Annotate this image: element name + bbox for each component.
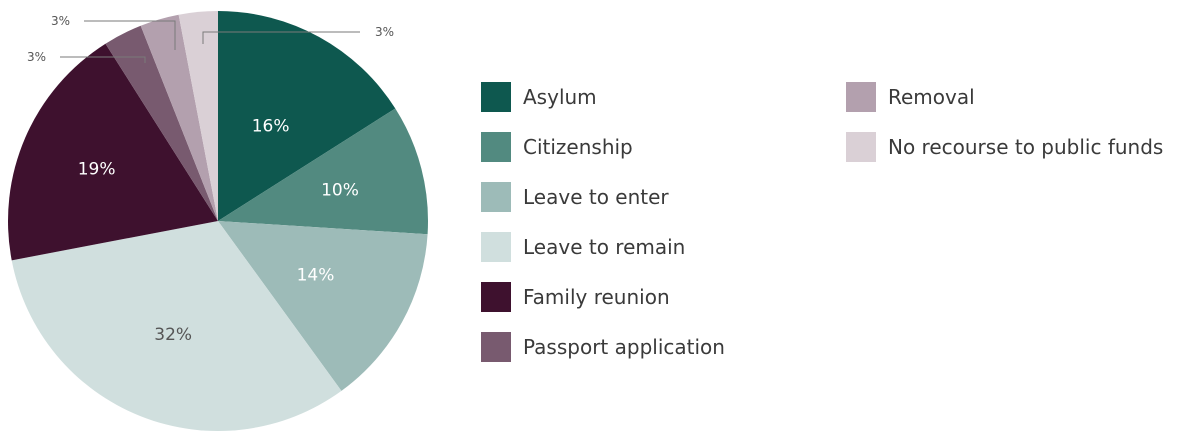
legend-item-family-reunion: Family reunion xyxy=(481,282,670,312)
callout-line-no-recourse-to-public-funds xyxy=(202,31,360,44)
slice-label-leave-to-remain: 32% xyxy=(154,325,192,345)
legend-item-asylum: Asylum xyxy=(481,82,597,112)
legend-item-passport-application: Passport application xyxy=(481,332,725,362)
slice-label-citizenship: 10% xyxy=(321,181,359,201)
legend-item-citizenship: Citizenship xyxy=(481,132,633,162)
legend-label: Passport application xyxy=(523,335,725,359)
legend-swatch xyxy=(846,132,876,162)
pie-slice-removal xyxy=(140,14,218,221)
legend-label: Asylum xyxy=(523,85,597,109)
legend-label: No recourse to public funds xyxy=(888,135,1163,159)
legend-label: Leave to enter xyxy=(523,185,669,209)
legend-label: Leave to remain xyxy=(523,235,685,259)
legend-swatch xyxy=(481,182,511,212)
pie-slice-asylum xyxy=(218,11,396,221)
pie-slice-no-recourse-to-public-funds xyxy=(178,11,218,221)
legend-swatch xyxy=(481,332,511,362)
legend-swatch xyxy=(846,82,876,112)
legend-item-leave-to-remain: Leave to remain xyxy=(481,232,685,262)
slice-label-passport-application: 3% xyxy=(27,50,46,64)
pie-slice-leave-to-remain xyxy=(11,221,342,431)
legend-label: Removal xyxy=(888,85,975,109)
legend-swatch xyxy=(481,82,511,112)
callout-line-passport-application xyxy=(60,56,146,63)
pie-slices xyxy=(8,11,429,431)
slice-labels: 16% 10% 14% 32% 19% xyxy=(78,116,359,345)
legend-item-leave-to-enter: Leave to enter xyxy=(481,182,669,212)
slice-label-asylum: 16% xyxy=(252,116,290,136)
legend: Asylum Citizenship Leave to enter Leave to … xyxy=(481,82,1163,362)
pie-slice-citizenship xyxy=(218,108,429,235)
callout-leaders: 3% 3% 3% xyxy=(27,14,394,64)
pie-slice-leave-to-enter xyxy=(218,221,428,391)
callout-line-removal xyxy=(84,20,176,50)
legend-swatch xyxy=(481,132,511,162)
pie-slice-passport-application xyxy=(105,25,218,221)
slice-label-leave-to-enter: 14% xyxy=(297,266,335,286)
legend-item-removal: Removal xyxy=(846,82,975,112)
slice-label-no-recourse-to-public-funds: 3% xyxy=(375,25,394,39)
legend-swatch xyxy=(481,232,511,262)
legend-label: Citizenship xyxy=(523,135,633,159)
legend-item-no-recourse-to-public-funds: No recourse to public funds xyxy=(846,132,1163,162)
slice-label-removal: 3% xyxy=(51,14,70,28)
legend-swatch xyxy=(481,282,511,312)
slice-label-family-reunion: 19% xyxy=(78,160,116,180)
legend-label: Family reunion xyxy=(523,285,670,309)
pie-slice-family-reunion xyxy=(8,43,218,261)
